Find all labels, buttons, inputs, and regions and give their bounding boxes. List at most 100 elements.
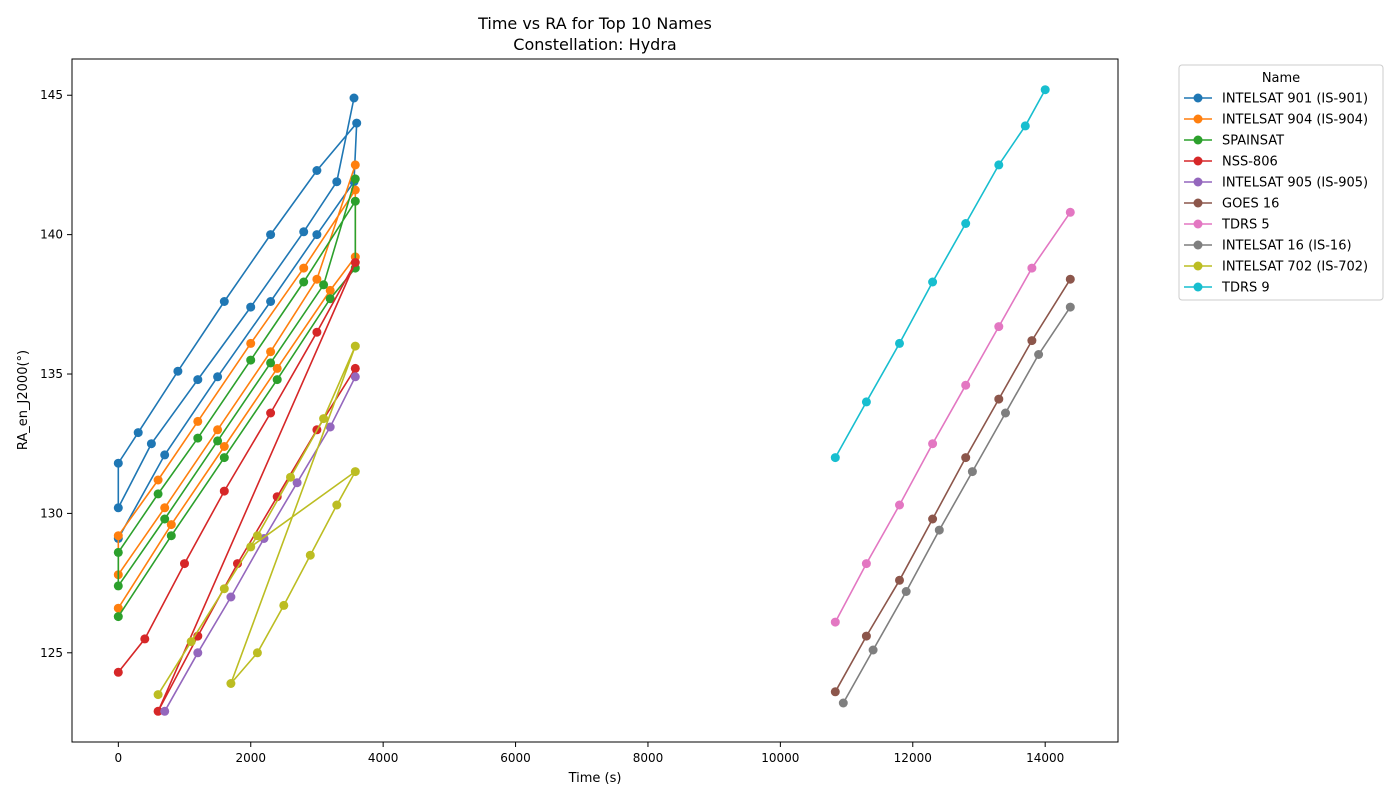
x-axis-ticks: 0 2000 4000 6000 8000 10000 12000 14000 — [115, 742, 1064, 765]
chart-subtitle: Constellation: Hydra — [513, 35, 676, 54]
series-4 — [160, 372, 360, 716]
series-1 — [113, 160, 360, 613]
data-point — [299, 227, 309, 237]
data-point — [312, 274, 322, 284]
series-line — [117, 97, 358, 539]
data-point — [350, 160, 360, 170]
y-axis-ticks: 125 130 135 140 145 — [40, 88, 72, 660]
series-line — [834, 211, 1071, 623]
legend-marker — [1193, 261, 1203, 271]
data-point — [350, 196, 360, 206]
data-point — [1065, 302, 1075, 312]
data-point — [994, 322, 1004, 332]
legend-entry: SPAINSAT — [1184, 134, 1284, 149]
data-point — [160, 514, 170, 524]
data-point — [319, 414, 329, 424]
data-point — [113, 503, 123, 513]
legend-label: GOES 16 — [1222, 197, 1279, 212]
data-point — [325, 422, 335, 432]
data-point — [350, 174, 360, 184]
data-point — [934, 525, 944, 535]
data-point — [180, 559, 189, 569]
data-point — [252, 648, 262, 658]
data-point — [153, 690, 163, 700]
data-point — [830, 453, 840, 463]
series-0 — [113, 93, 362, 543]
data-point — [312, 327, 322, 337]
data-point — [961, 219, 971, 228]
data-point — [305, 550, 315, 560]
data-point — [173, 366, 183, 376]
data-point — [901, 587, 911, 596]
x-axis-label: Time (s) — [568, 771, 622, 786]
legend-box — [1178, 64, 1384, 301]
data-point — [272, 375, 282, 385]
data-point — [286, 472, 295, 482]
legend-marker — [1193, 156, 1203, 166]
data-point — [1065, 274, 1075, 284]
data-point — [895, 338, 904, 348]
data-point — [219, 442, 229, 451]
x-tick-label: 2000 — [235, 751, 266, 765]
legend-label: NSS-806 — [1222, 155, 1278, 170]
series-line — [157, 345, 357, 696]
data-point — [246, 302, 256, 312]
data-point — [349, 93, 359, 103]
data-point — [319, 280, 329, 290]
data-point — [350, 363, 360, 373]
data-point — [861, 559, 871, 569]
data-point — [246, 355, 256, 365]
data-point — [146, 439, 156, 449]
data-point — [299, 263, 309, 273]
data-point — [1065, 207, 1075, 217]
data-point — [266, 297, 276, 306]
data-point — [350, 372, 360, 382]
data-point — [1027, 336, 1037, 346]
data-point — [994, 160, 1004, 170]
data-point — [160, 450, 170, 460]
data-point — [266, 347, 276, 357]
data-point — [961, 380, 971, 390]
plot-frame — [71, 58, 1119, 743]
chart-title: Time vs RA for Top 10 Names — [477, 14, 712, 33]
y-tick-label: 135 — [40, 367, 63, 381]
data-point — [272, 492, 282, 502]
legend-entry: INTELSAT 904 (IS-904) — [1184, 113, 1368, 128]
data-point — [213, 372, 223, 382]
data-point — [292, 478, 302, 488]
data-point — [272, 363, 282, 373]
legend-entry: INTELSAT 901 (IS-901) — [1184, 92, 1368, 107]
legend-label: INTELSAT 905 (IS-905) — [1222, 176, 1368, 191]
y-tick-label: 140 — [40, 228, 63, 242]
series-layer — [113, 85, 1075, 716]
series-line — [834, 278, 1071, 693]
data-point — [113, 581, 123, 591]
data-point — [113, 547, 123, 557]
x-tick-label: 12000 — [894, 751, 932, 765]
legend-label: INTELSAT 904 (IS-904) — [1222, 113, 1368, 128]
legend-entries: INTELSAT 901 (IS-901) INTELSAT 904 (IS-90… — [1184, 92, 1368, 296]
legend: Name INTELSAT 901 (IS-901) INTELSAT 904 (… — [1178, 64, 1384, 301]
legend-label: TDRS 5 — [1221, 218, 1270, 233]
data-point — [153, 475, 163, 485]
legend-label: INTELSAT 16 (IS-16) — [1222, 239, 1352, 254]
data-point — [246, 338, 256, 348]
data-point — [186, 637, 196, 647]
data-point — [266, 230, 276, 240]
x-tick-label: 10000 — [761, 751, 799, 765]
legend-label: INTELSAT 901 (IS-901) — [1222, 92, 1368, 107]
data-point — [140, 634, 150, 644]
legend-label: TDRS 9 — [1221, 281, 1270, 296]
data-point — [861, 397, 871, 407]
data-point — [830, 617, 840, 627]
legend-marker — [1193, 282, 1203, 292]
legend-marker — [1193, 177, 1203, 187]
series-line — [834, 89, 1046, 458]
series-line — [842, 306, 1071, 704]
legend-entry: INTELSAT 702 (IS-702) — [1184, 260, 1368, 275]
legend-entry: NSS-806 — [1184, 155, 1278, 170]
data-point — [928, 514, 938, 524]
data-point — [312, 166, 322, 175]
series-8 — [153, 341, 360, 700]
